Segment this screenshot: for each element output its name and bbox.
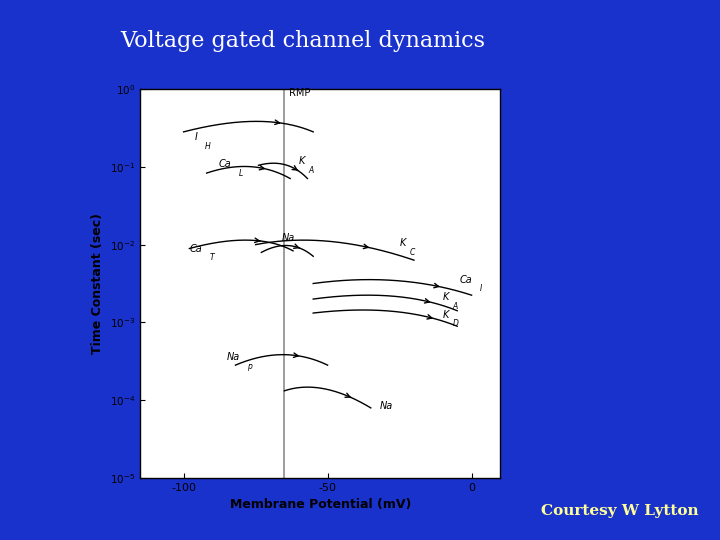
Text: A: A (309, 166, 314, 176)
Text: Na: Na (227, 353, 240, 362)
Text: D: D (453, 320, 459, 328)
Text: Na: Na (379, 401, 392, 411)
Text: Courtesy W Lytton: Courtesy W Lytton (541, 504, 698, 518)
Text: C: C (410, 248, 415, 257)
Text: H: H (205, 142, 211, 151)
Text: RMP: RMP (289, 89, 310, 98)
Text: Voltage gated channel dynamics: Voltage gated channel dynamics (120, 30, 485, 52)
Text: I: I (195, 132, 198, 143)
Text: K: K (400, 238, 406, 248)
X-axis label: Membrane Potential (mV): Membrane Potential (mV) (230, 498, 411, 511)
Text: L: L (238, 168, 243, 178)
Text: K: K (443, 293, 449, 302)
Text: K: K (299, 157, 305, 166)
Text: T: T (210, 253, 214, 262)
Text: p: p (247, 362, 252, 371)
Text: Na: Na (282, 233, 294, 244)
Text: I: I (480, 285, 482, 293)
Text: K: K (443, 309, 449, 320)
Text: Ca: Ca (460, 275, 473, 285)
Text: A: A (453, 302, 458, 312)
Y-axis label: Time Constant (sec): Time Constant (sec) (91, 213, 104, 354)
Text: Ca: Ca (218, 159, 231, 168)
Text: Ca: Ca (189, 244, 202, 253)
